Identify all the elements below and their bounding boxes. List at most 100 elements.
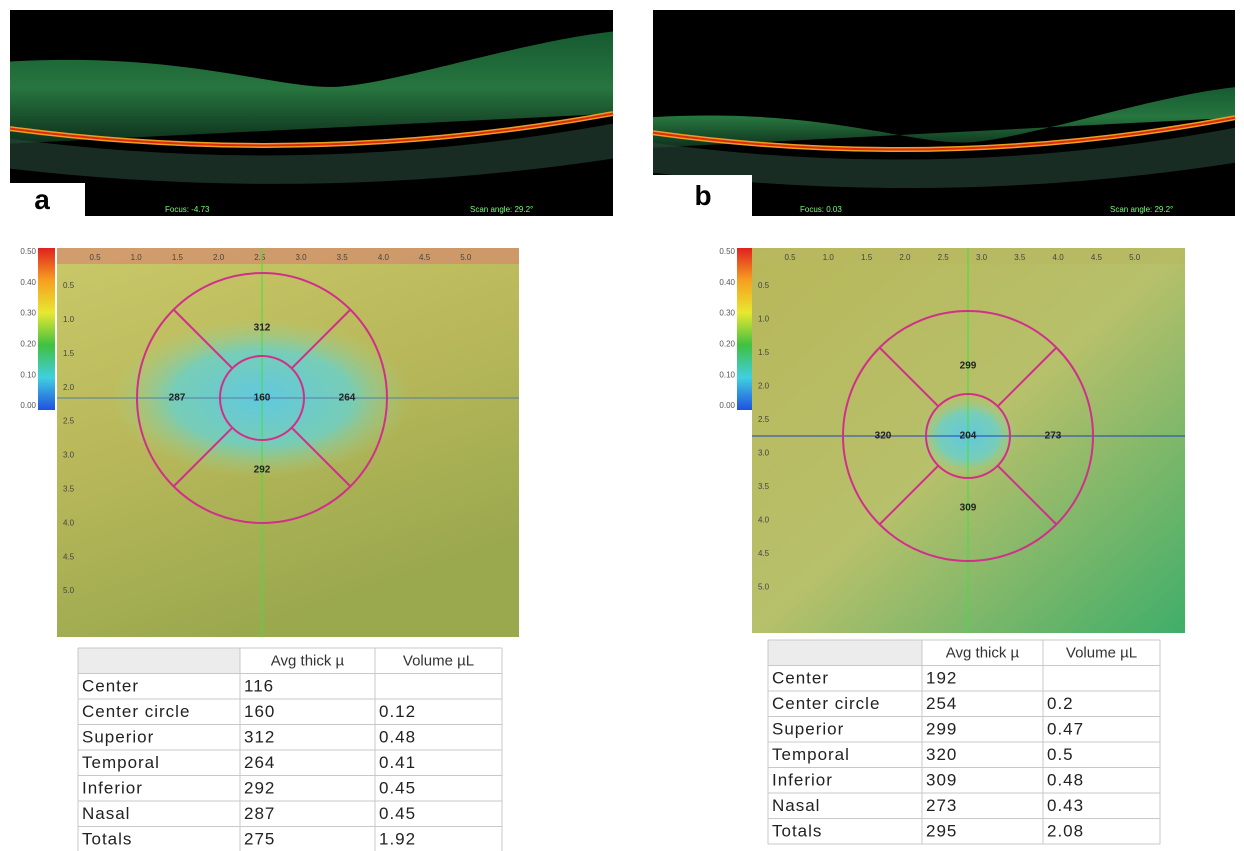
map-x-tick-label: 4.5 [1091,253,1103,262]
colorbar-tick-label: 0.10 [20,370,36,379]
row-label: Center [82,677,139,696]
panel-label: a [34,184,50,215]
map-y-tick-label: 2.5 [758,415,770,424]
avg-thick-cell: 292 [244,779,275,798]
map-y-tick-label: 4.5 [758,549,770,558]
map-x-tick-label: 0.5 [89,253,101,262]
map-y-tick-label: 4.0 [758,516,770,525]
map-x-tick-label: 3.5 [1014,253,1026,262]
avg-thick-cell: 295 [926,822,957,841]
map-x-tick-label: 2.0 [899,253,911,262]
colorbar-tick-label: 0.30 [20,309,36,318]
colorbar-tick-label: 0.20 [20,340,36,349]
row-label: Nasal [772,796,820,815]
map-y-tick-label: 0.5 [63,281,75,290]
figure: aFocus: -4.73Scan angle: 29.2°0.500.400.… [0,0,1244,851]
map-x-tick-label: 3.0 [295,253,307,262]
map-y-tick-label: 0.5 [758,281,770,290]
focus-label: Focus: 0.03 [800,205,842,214]
volume-cell: 0.12 [379,702,416,721]
avg-thick-cell: 320 [926,745,957,764]
volume-cell: 0.48 [1047,771,1084,790]
volume-cell: 0.2 [1047,694,1074,713]
column-header: Volume µL [403,653,474,670]
row-label: Center circle [82,702,190,721]
scan-angle-label: Scan angle: 29.2° [470,205,533,214]
map-x-tick-label: 1.0 [131,253,143,262]
sector-value: 292 [254,465,271,476]
map-x-tick-label: 2.0 [213,253,225,262]
colorbar-tick-label: 0.40 [719,278,735,287]
map-x-tick-label: 4.0 [1053,253,1065,262]
sector-value: 299 [960,361,977,372]
volume-cell: 0.43 [1047,796,1084,815]
table-header-bg [78,648,240,674]
map-y-tick-label: 3.5 [758,482,770,491]
row-label: Superior [772,720,844,739]
map-y-tick-label: 2.5 [63,417,75,426]
volume-cell: 0.41 [379,753,416,772]
avg-thick-cell: 287 [244,804,275,823]
map-x-tick-label: 1.5 [861,253,873,262]
colorbar-tick-label: 0.40 [20,278,36,287]
sector-value: 160 [254,393,271,404]
column-header: Volume µL [1066,645,1137,662]
map-x-tick-label: 4.0 [378,253,390,262]
row-label: Superior [82,728,154,747]
volume-cell: 1.92 [379,830,416,849]
map-y-tick-label: 4.0 [63,518,75,527]
map-y-tick-label: 4.5 [63,552,75,561]
map-y-tick-label: 2.0 [758,382,770,391]
map-y-tick-label: 3.0 [63,451,75,460]
map-y-tick-label: 3.5 [63,485,75,494]
volume-cell: 0.5 [1047,745,1074,764]
row-label: Center circle [772,694,880,713]
avg-thick-cell: 254 [926,694,957,713]
map-x-tick-label: 4.5 [419,253,431,262]
colorbar-tick-label: 0.20 [719,340,735,349]
sector-value: 204 [960,431,977,442]
avg-thick-cell: 299 [926,720,957,739]
colorbar-tick-label: 0.00 [719,401,735,410]
colorbar-tick-label: 0.50 [719,247,735,256]
map-y-tick-label: 3.0 [758,449,770,458]
row-label: Totals [82,830,132,849]
map-y-tick-label: 2.0 [63,383,75,392]
map-y-tick-label: 1.5 [758,348,770,357]
map-x-tick-label: 2.5 [938,253,950,262]
column-header: Avg thick µ [946,645,1020,662]
avg-thick-cell: 273 [926,796,957,815]
colorbar-tick-label: 0.00 [20,401,36,410]
sector-value: 320 [875,431,892,442]
row-label: Inferior [82,779,143,798]
sector-value: 273 [1045,431,1062,442]
sector-value: 312 [254,323,271,334]
row-label: Inferior [772,771,833,790]
colorbar-tick-label: 0.50 [20,247,36,256]
avg-thick-cell: 116 [244,677,274,696]
map-x-tick-label: 3.0 [976,253,988,262]
map-x-tick-label: 2.5 [254,253,266,262]
avg-thick-cell: 309 [926,771,957,790]
avg-thick-cell: 192 [926,669,957,688]
map-x-tick-label: 3.5 [337,253,349,262]
volume-cell: 0.45 [379,804,416,823]
panel-label: b [694,180,711,211]
map-top-strip [57,248,519,264]
sector-value: 264 [339,393,356,404]
volume-cell: 0.48 [379,728,416,747]
avg-thick-cell: 160 [244,702,275,721]
avg-thick-cell: 275 [244,830,275,849]
map-x-tick-label: 5.0 [1129,253,1141,262]
map-x-tick-label: 0.5 [784,253,796,262]
scan-angle-label: Scan angle: 29.2° [1110,205,1173,214]
row-label: Center [772,669,829,688]
map-x-tick-label: 1.5 [172,253,184,262]
map-y-tick-label: 1.0 [63,315,75,324]
map-x-tick-label: 5.0 [460,253,472,262]
map-y-tick-label: 5.0 [758,583,770,592]
map-y-tick-label: 5.0 [63,586,75,595]
sector-value: 309 [960,503,977,514]
row-label: Nasal [82,804,130,823]
sector-value: 287 [169,393,186,404]
